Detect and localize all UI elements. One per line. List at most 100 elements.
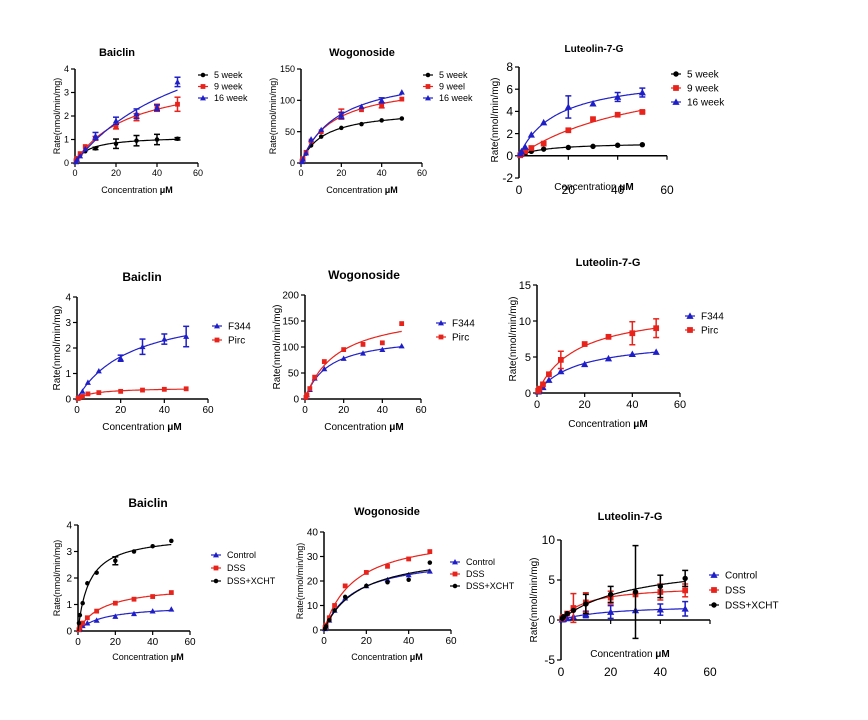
y-tick-label: 3 [65,318,71,329]
x-tick-label: 40 [152,168,162,178]
data-point [84,379,91,385]
legend-label: DSS [725,586,746,597]
legend-marker [200,72,206,78]
y-tick-label: 5 [548,573,555,587]
y-tick-label: 10 [519,316,531,328]
data-point [318,134,324,139]
data-point [546,371,552,378]
x-axis-label: Concentration μM [102,422,182,433]
legend-entry: 5 week [423,70,468,80]
chart-title: Luteolin-7-G [565,44,624,55]
data-point [638,88,646,96]
x-tick-label: 0 [72,168,77,178]
chart-title: Luteolin-7-G [576,257,641,269]
legend-marker [214,337,220,343]
legend-entry: Pirc [436,333,469,344]
y-axis-label: Rate(nmol/min/mg) [295,543,305,620]
y-axis-label: Rate(nmol/min/mg) [508,296,519,381]
series-16-week [299,89,405,165]
legend-entry: Pirc [212,336,245,347]
fit-curve [76,388,187,400]
data-point [113,558,118,564]
data-point [183,386,189,392]
y-tick-label: 10 [542,533,556,547]
legend-label: 16 week [439,93,473,103]
legend-label: Control [227,550,256,560]
series-dss-xcht [559,544,689,640]
data-point [118,388,124,394]
x-tick-label: 60 [660,183,674,197]
x-axis-label: Concentration μM [568,419,648,430]
legend-label: DSS+XCHT [227,576,276,586]
x-tick-label: 20 [361,636,373,647]
x-tick-label: 60 [184,637,196,648]
x-tick-label: 60 [445,636,457,647]
x-tick-label: 40 [611,183,625,197]
y-tick-label: 150 [282,317,299,328]
data-point [332,608,337,613]
legend-marker [452,583,458,589]
data-point [80,394,85,399]
x-tick-label: 0 [298,168,303,178]
legend-label: 5 week [439,70,468,80]
data-point [589,100,597,107]
data-point [607,608,615,615]
legend-entry: 16 week [423,93,473,103]
legend-label: F344 [228,322,251,333]
chart-title: Baiclin [99,47,135,59]
fit-curve [536,327,657,394]
x-axis-label: Concentration μM [351,652,423,662]
legend-marker [673,71,679,77]
data-point [154,104,160,111]
series-9-weel [299,96,405,164]
data-point [339,125,344,131]
legend-marker [452,559,458,565]
data-point [581,360,589,368]
fit-curve [518,109,643,157]
x-tick-label: 60 [417,168,427,178]
data-point [303,395,309,400]
data-point [629,330,636,337]
data-point [639,109,646,115]
legend-marker [425,95,431,101]
data-point [565,127,572,134]
legend-label: DSS [227,563,246,573]
data-point [607,591,614,598]
legend-marker [213,552,219,558]
legend-marker [710,571,718,578]
data-point [614,111,621,118]
y-axis-label: Rate(nmol/min/mg) [52,78,62,155]
legend-marker [200,95,206,101]
data-point [140,387,145,393]
x-tick-label: 20 [562,183,576,197]
data-point [76,620,82,626]
y-tick-label: 15 [519,280,531,292]
data-point [379,346,386,352]
data-point [639,142,646,148]
data-point [175,101,180,107]
data-point [341,347,347,352]
x-tick-label: 20 [110,637,122,648]
data-point [131,610,137,617]
data-point [340,355,347,361]
data-point [560,614,567,620]
data-point [149,608,156,614]
data-point [169,538,174,544]
legend-entry: Control [211,550,256,560]
legend-entry: Control [709,571,757,582]
fit-curve [300,94,402,164]
data-point [360,350,366,356]
x-tick-label: 40 [159,405,171,416]
data-point [399,321,405,326]
y-tick-label: 4 [66,521,72,532]
series-5-week [299,116,405,164]
data-point [74,156,81,162]
x-tick-label: 0 [74,405,80,416]
legend-marker [452,571,458,577]
y-tick-label: 5 [525,352,531,364]
data-point [521,143,529,150]
chart-panel-3: Luteolin-7-G0 20 40 60-202468Concentration … [490,44,725,197]
data-point [656,606,664,613]
data-point [399,116,405,121]
y-tick-label: 0 [293,395,299,406]
